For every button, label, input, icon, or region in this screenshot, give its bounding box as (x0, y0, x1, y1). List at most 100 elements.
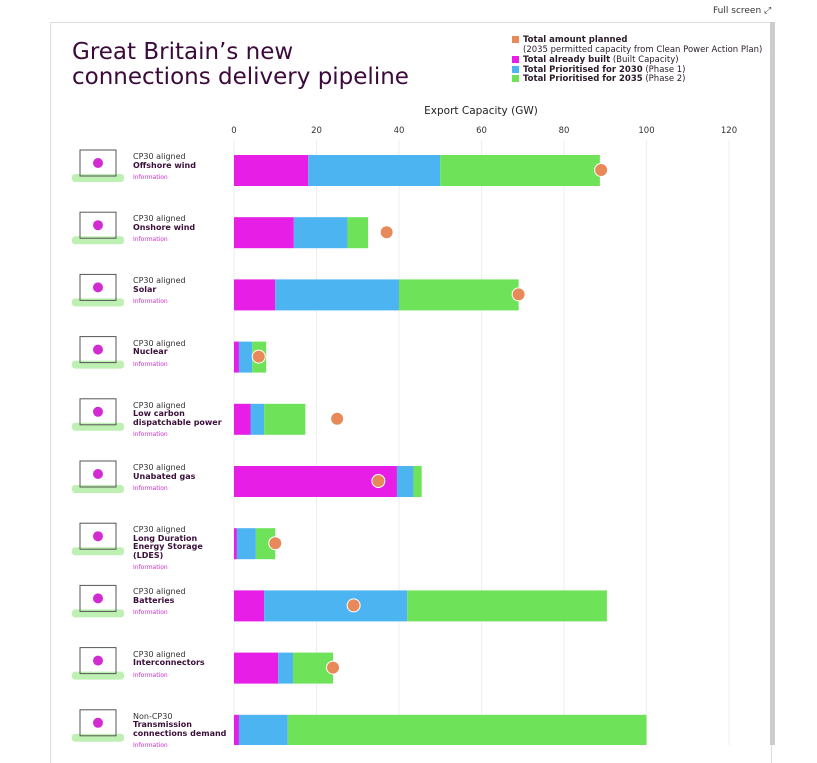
bar-segment (234, 341, 239, 373)
icon-accent (93, 717, 103, 728)
info-link[interactable]: Information (133, 431, 168, 439)
legend-swatch (512, 65, 519, 73)
bar-segment (278, 652, 293, 684)
bar-segment (250, 403, 265, 435)
x-tick-label: 20 (311, 126, 322, 136)
icon-body (79, 647, 117, 675)
category-label: Non-CP30 Transmission connections demand I… (133, 711, 229, 751)
category-name: Transmission connections demand (133, 720, 227, 738)
bar-segment (255, 528, 276, 560)
x-tick-label: 120 (721, 126, 737, 136)
x-tick-label: 100 (638, 126, 654, 136)
info-link[interactable]: Information (133, 609, 168, 617)
icon-body (79, 709, 117, 737)
planned-marker (511, 287, 526, 302)
info-link[interactable]: Information (133, 236, 168, 244)
legend-swatch (512, 56, 519, 63)
icon-body (79, 460, 117, 488)
fullscreen-button[interactable]: Full screen ⤢ (713, 6, 772, 16)
category-label: CP30 aligned Unabated gas Information (133, 463, 229, 494)
legend-swatch (512, 75, 519, 82)
info-link[interactable]: Information (133, 298, 168, 306)
icon-accent (93, 469, 103, 479)
category-name: Offshore wind (133, 160, 196, 170)
category-label: CP30 aligned Long Duration Energy Storage… (133, 526, 229, 573)
planned-marker (379, 225, 394, 240)
x-tick-label: 80 (559, 126, 570, 136)
icon-accent (93, 282, 103, 293)
x-axis-label: Export Capacity (GW) (424, 105, 538, 117)
planned-marker (346, 598, 361, 613)
bar-segment (293, 217, 348, 249)
bar-segment (234, 279, 276, 311)
category-label: CP30 aligned Solar Information (133, 277, 229, 307)
category-label: CP30 aligned Nuclear Information (133, 339, 229, 370)
category-label: CP30 aligned Low carbon dispatchable powe… (133, 400, 229, 440)
bar-segment (234, 403, 251, 435)
bar-segment (238, 714, 288, 745)
legend-label: Total Prioritised for 2030 (523, 64, 643, 75)
chart: 0 20 40 60 80 100 120 (72, 126, 737, 745)
category-name: Unabated gas (133, 471, 196, 481)
page: Full screen ⤢ Great Britain’s new connec… (50, 6, 775, 763)
bar-segment (264, 403, 306, 435)
bar-segment (234, 217, 294, 249)
category-status: CP30 aligned (133, 525, 186, 535)
info-link[interactable]: Information (133, 360, 168, 368)
icon-body (79, 336, 117, 364)
bar-segment (238, 341, 253, 373)
legend-item: Total Prioritised for 2030 (Phase 1) (512, 64, 685, 76)
legend-note: (2035 permitted capacity from Clean Powe… (523, 44, 763, 55)
planned-marker (251, 349, 266, 364)
bar-segment (413, 466, 422, 497)
category-name: Onshore wind (133, 222, 196, 232)
icon-body (79, 398, 117, 426)
category-name: Low carbon dispatchable power (133, 409, 222, 427)
category-name: Long Duration Energy Storage (LDES) (133, 533, 203, 560)
bar-segment (407, 590, 607, 622)
legend-item: Total Prioritised for 2035 (Phase 2) (512, 74, 685, 85)
planned-marker (268, 536, 283, 551)
category-label: CP30 aligned Batteries Information (133, 588, 229, 618)
icon-accent (93, 344, 103, 355)
bar-segment (287, 714, 647, 745)
legend-label: Total amount planned (523, 35, 628, 45)
category-status: CP30 aligned (133, 463, 186, 472)
info-link[interactable]: Information (133, 742, 168, 750)
bar-segment (347, 217, 369, 249)
bar-segment (234, 652, 279, 684)
x-tick-label: 40 (394, 126, 405, 136)
planned-marker (371, 474, 386, 488)
icon-body (79, 149, 117, 177)
category-label: CP30 aligned Offshore wind Information (133, 152, 229, 183)
legend-item: Total amount planned (2035 permitted capa… (512, 35, 763, 55)
bar-segment (234, 590, 265, 622)
icon-body (79, 522, 117, 550)
icon-accent (93, 158, 103, 168)
planned-marker (594, 163, 609, 177)
bar-segment (308, 155, 441, 186)
info-link[interactable]: Information (133, 564, 168, 572)
legend-item: Total already built (Built Capacity) (512, 55, 679, 66)
info-link[interactable]: Information (133, 174, 168, 181)
category-status: Non-CP30 (133, 711, 173, 721)
x-tick-label: 0 (231, 126, 236, 136)
bar-segment (234, 466, 397, 497)
bar-segment (396, 466, 414, 497)
category-status: CP30 aligned (133, 400, 186, 410)
legend-label: Total Prioritised for 2035 (523, 74, 643, 84)
bar-segment (264, 590, 408, 622)
bar-segment (234, 155, 309, 186)
bar-segment (275, 279, 399, 311)
legend-note: (Built Capacity) (612, 55, 679, 65)
icon-accent (93, 531, 103, 542)
x-tick-label: 60 (476, 126, 487, 136)
fullscreen-label[interactable]: Full screen (713, 6, 762, 16)
bar-segment (236, 528, 256, 560)
icon-accent (93, 220, 103, 231)
category-name: Solar (133, 284, 157, 294)
info-link[interactable]: Information (133, 671, 168, 679)
info-link[interactable]: Information (133, 485, 168, 492)
bar-segment (440, 155, 600, 186)
scrollbar[interactable] (770, 22, 775, 745)
